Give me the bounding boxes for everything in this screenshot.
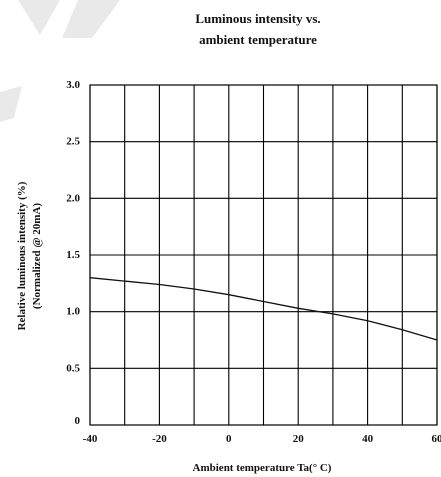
y-tick-label: 2.5 [66, 136, 80, 148]
x-axis-ticks: -40 -20 0 20 40 60 [83, 433, 441, 445]
x-tick-label: -40 [83, 433, 98, 445]
series-layer [89, 277, 438, 341]
x-tick-label: 60 [432, 433, 441, 445]
x-axis-label: Ambient temperature Ta(° C) [193, 462, 332, 474]
y-axis-label-line-1: Relative luminous intensity (%) [16, 181, 28, 330]
x-tick-label: -20 [152, 433, 167, 445]
watermark-shape [18, 0, 60, 35]
plot-frame [89, 84, 438, 426]
watermark-shape [62, 0, 120, 38]
y-tick-label: 0.5 [66, 362, 80, 374]
y-axis-label-line-2: (Normalized @ 20mA) [31, 203, 43, 309]
y-axis-label-group: Relative luminous intensity (%) (Normali… [16, 181, 43, 330]
x-tick-label: 0 [226, 433, 232, 445]
series-line [89, 277, 438, 341]
x-tick-label: 20 [293, 433, 305, 445]
chart-title-line-2: ambient temperature [199, 32, 317, 47]
grid [89, 84, 438, 426]
watermark-shape [0, 86, 22, 122]
chart-title-line-1: Luminous intensity vs. [195, 11, 320, 26]
y-axis-ticks: 0 0.5 1.0 1.5 2.0 2.5 3.0 [66, 79, 80, 427]
y-tick-label: 0 [75, 415, 81, 427]
y-tick-label: 2.0 [66, 192, 80, 204]
y-tick-label: 1.5 [66, 249, 80, 261]
x-tick-label: 40 [362, 433, 374, 445]
y-tick-label: 3.0 [66, 79, 80, 91]
y-tick-label: 1.0 [66, 306, 80, 318]
